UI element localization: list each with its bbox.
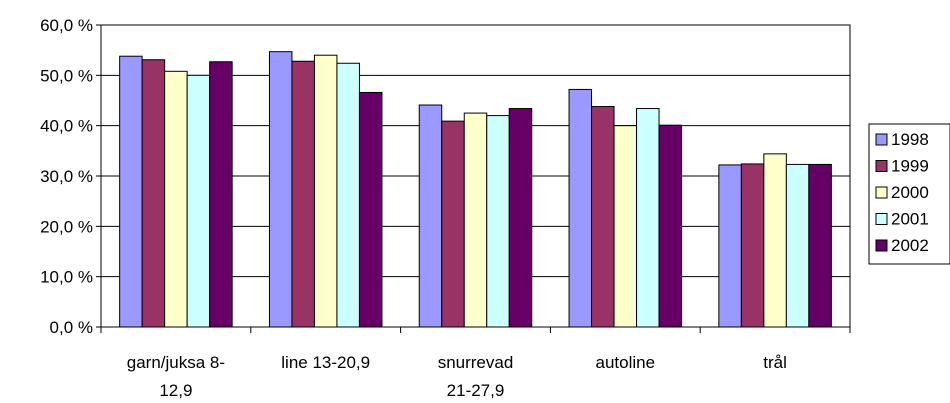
bar-1998-0 (119, 55, 143, 328)
bar-2002-0 (209, 61, 233, 328)
legend-swatch-1998 (875, 133, 888, 146)
legend: 1998 1999 2000 2001 2002 (868, 123, 950, 265)
x-category-label: trål (763, 353, 787, 372)
legend-label-1999: 1999 (891, 157, 929, 176)
x-category-label: autoline (596, 353, 656, 372)
bar-1999-3 (591, 106, 615, 328)
x-axis-categories: garn/juksa 8- 12,9 line 13-20,9 snurrevad 21… (100, 327, 851, 400)
bar-1998-3 (568, 88, 593, 328)
bars (119, 51, 832, 328)
y-axis-ticks: 0,0 % 10,0 % 20,0 % 30,0 % 40,0 % 50,0 % 60,0 … (40, 16, 101, 337)
bar-1998-4 (718, 164, 742, 328)
x-category-label: 12,9 (159, 381, 192, 400)
bar-2002-1 (358, 91, 383, 328)
x-category-label: garn/juksa 8- (127, 353, 225, 372)
bar-2002-2 (508, 108, 533, 328)
y-tick-label: 60,0 % (40, 16, 93, 35)
bar-2000-1 (313, 54, 338, 328)
bar-2000-3 (613, 125, 638, 328)
y-tick-label: 10,0 % (40, 268, 93, 287)
bar-2001-2 (486, 115, 510, 328)
x-category-label: snurrevad (438, 353, 514, 372)
legend-swatch-2000 (875, 186, 888, 199)
legend-label-1998: 1998 (891, 130, 929, 149)
bar-1998-2 (418, 104, 443, 328)
bar-1999-0 (141, 59, 166, 328)
y-tick-label: 30,0 % (40, 167, 93, 186)
bar-2000-4 (763, 153, 787, 328)
legend-label-2001: 2001 (891, 210, 929, 229)
legend-label-2002: 2002 (891, 236, 929, 255)
bar-2000-0 (164, 70, 188, 328)
bar-2000-2 (463, 112, 488, 328)
bar-2002-3 (658, 124, 683, 328)
x-category-label: 21-27,9 (447, 381, 505, 400)
legend-swatch-2002 (875, 239, 888, 252)
y-tick-label: 50,0 % (40, 66, 93, 85)
bar-1998-1 (268, 51, 293, 328)
x-category-label: line 13-20,9 (281, 353, 370, 372)
bar-2001-1 (336, 62, 360, 328)
bar-2001-4 (785, 163, 810, 328)
y-tick-label: 20,0 % (40, 217, 93, 236)
legend-swatch-1999 (875, 160, 888, 172)
bar-2002-4 (808, 163, 832, 328)
bar-1999-4 (740, 163, 765, 328)
legend-label-2000: 2000 (891, 183, 929, 202)
bar-2001-3 (636, 108, 660, 328)
bar-1999-2 (441, 120, 465, 328)
y-tick-label: 40,0 % (40, 117, 93, 136)
y-tick-label: 0,0 % (50, 318, 93, 337)
bar-2001-0 (186, 74, 211, 328)
legend-swatch-2001 (875, 213, 888, 225)
bar-1999-1 (291, 60, 315, 328)
